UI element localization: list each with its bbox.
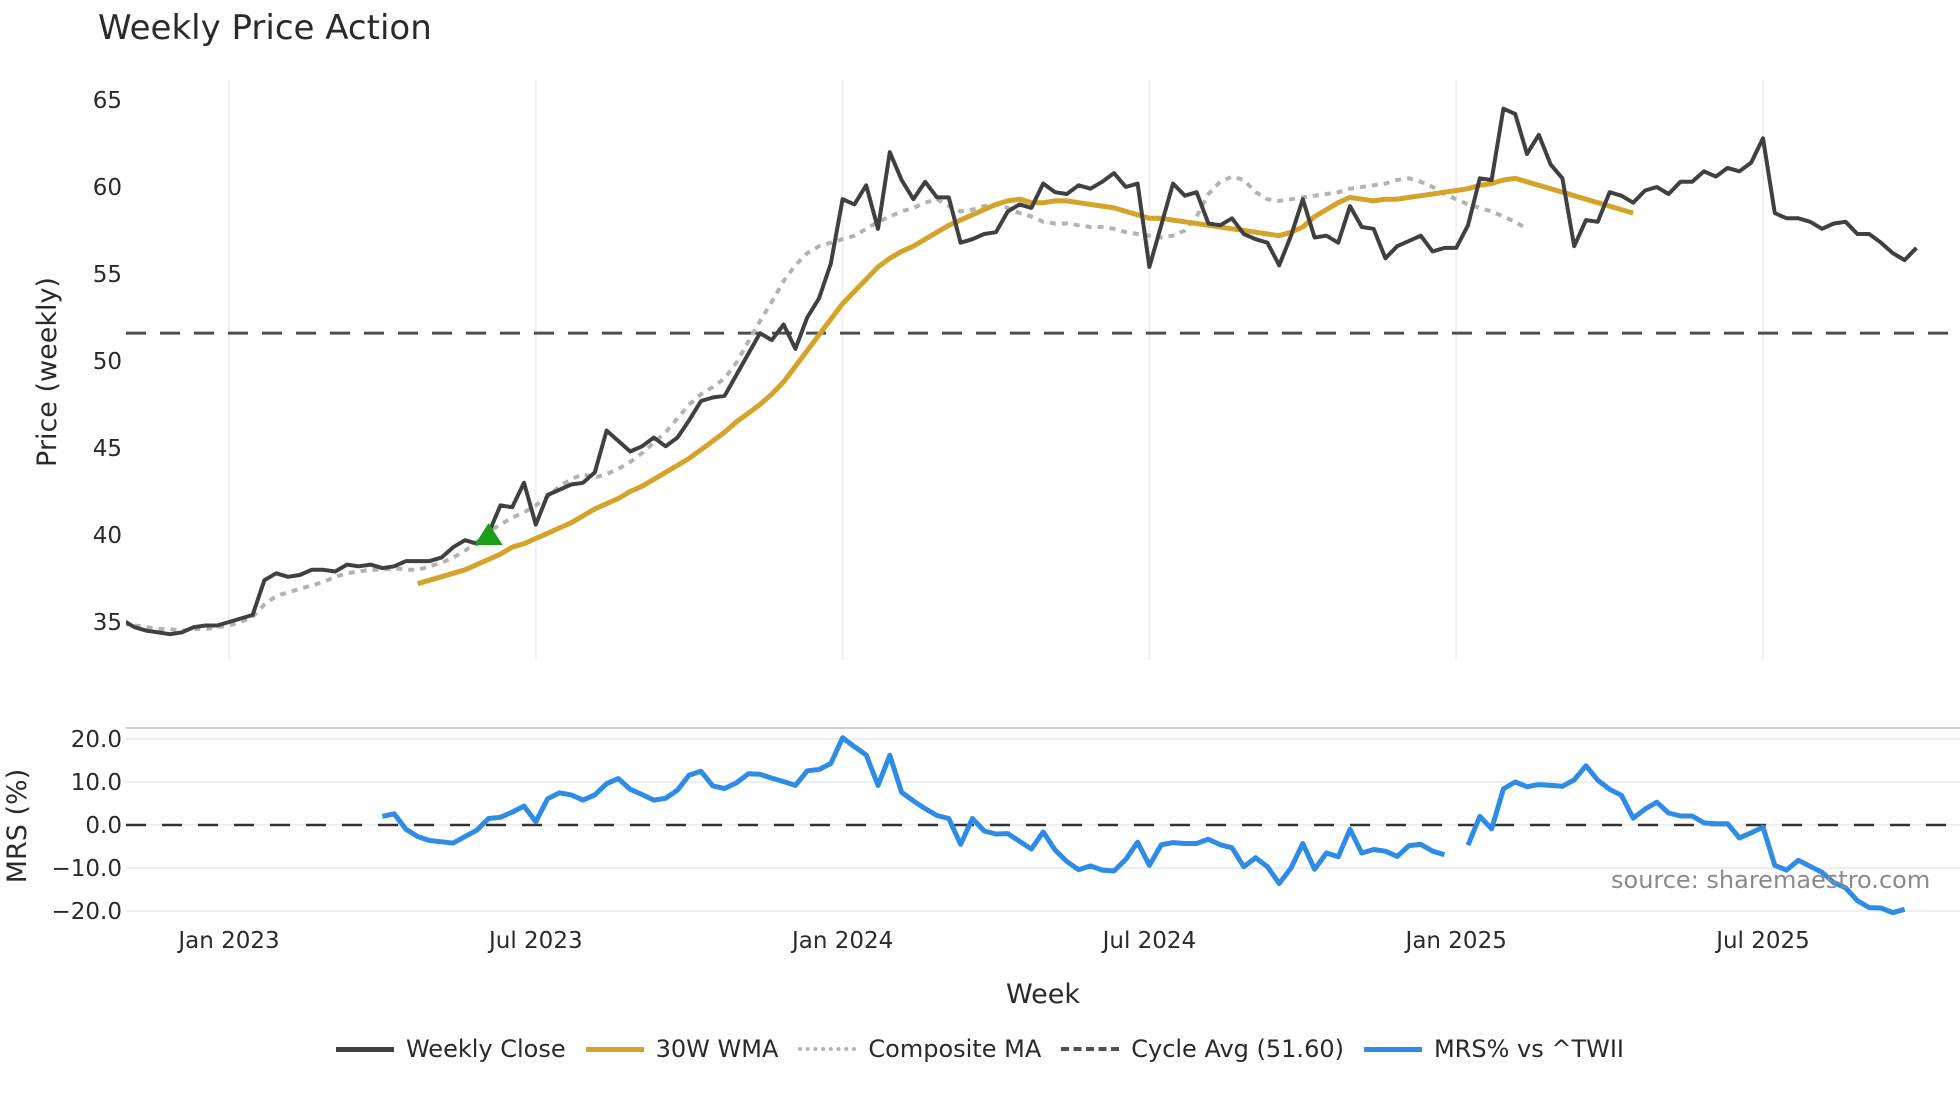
series-line bbox=[126, 174, 1529, 633]
legend-item-weekly-close[interactable]: Weekly Close bbox=[335, 1035, 566, 1063]
svg-text:40: 40 bbox=[93, 523, 122, 549]
svg-text:Jan 2025: Jan 2025 bbox=[1404, 928, 1507, 954]
svg-text:0.0: 0.0 bbox=[85, 813, 122, 839]
mrs-axis-ticks: 20.0 10.0 0.0 −10.0 −20.0 bbox=[52, 727, 122, 925]
solid-line-swatch-icon bbox=[335, 1046, 394, 1052]
svg-text:50: 50 bbox=[93, 349, 122, 375]
svg-text:Jan 2024: Jan 2024 bbox=[790, 928, 893, 954]
svg-text:Jul 2025: Jul 2025 bbox=[1714, 928, 1810, 954]
svg-text:Jul 2024: Jul 2024 bbox=[1101, 928, 1197, 954]
solid-line-swatch-icon bbox=[585, 1046, 644, 1052]
solid-line-swatch-icon bbox=[1363, 1046, 1422, 1052]
price-gridlines bbox=[228, 80, 1764, 660]
legend-label: 30W WMA bbox=[655, 1035, 779, 1063]
price-axis-ticks: 35 40 45 50 55 60 65 bbox=[93, 88, 122, 636]
price-series bbox=[126, 106, 1960, 637]
legend-item-mrs[interactable]: MRS% vs ^TWII bbox=[1363, 1035, 1625, 1063]
series-line bbox=[417, 175, 1634, 587]
dotted-line-swatch-icon bbox=[798, 1047, 857, 1051]
svg-text:65: 65 bbox=[93, 88, 122, 114]
x-axis-label: Week bbox=[1006, 979, 1080, 1010]
x-axis-ticks: Jan 2023 Jul 2023 Jan 2024 Jul 2024 Jan 2025… bbox=[176, 928, 1809, 954]
mrs-axis-label: MRS (%) bbox=[2, 769, 33, 884]
legend-label: Composite MA bbox=[868, 1035, 1042, 1063]
legend-item-cycle-avg[interactable]: Cycle Avg (51.60) bbox=[1061, 1035, 1344, 1063]
svg-text:10.0: 10.0 bbox=[71, 770, 122, 796]
legend-item-30w-wma[interactable]: 30W WMA bbox=[585, 1035, 779, 1063]
source-annotation: source: sharemaestro.com bbox=[1611, 866, 1931, 894]
svg-text:45: 45 bbox=[93, 436, 122, 462]
svg-text:20.0: 20.0 bbox=[71, 727, 122, 753]
svg-text:−10.0: −10.0 bbox=[52, 856, 122, 882]
legend-label: Weekly Close bbox=[405, 1035, 566, 1063]
svg-text:35: 35 bbox=[93, 610, 122, 636]
svg-text:55: 55 bbox=[93, 262, 122, 288]
svg-text:−20.0: −20.0 bbox=[52, 899, 122, 925]
dashed-line-swatch-icon bbox=[1061, 1047, 1120, 1051]
svg-text:60: 60 bbox=[93, 175, 122, 201]
legend-item-composite-ma[interactable]: Composite MA bbox=[798, 1035, 1041, 1063]
price-axis-label: Price (weekly) bbox=[32, 277, 63, 467]
legend-label: Cycle Avg (51.60) bbox=[1131, 1035, 1344, 1063]
series-line bbox=[126, 106, 1918, 637]
legend: Weekly Close 30W WMA Composite MA Cycle … bbox=[0, 1035, 1960, 1063]
mrs-series bbox=[126, 735, 1960, 916]
svg-text:Jul 2023: Jul 2023 bbox=[487, 928, 583, 954]
svg-text:Jan 2023: Jan 2023 bbox=[176, 928, 279, 954]
legend-label: MRS% vs ^TWII bbox=[1433, 1035, 1625, 1063]
chart-title: Weekly Price Action bbox=[98, 8, 432, 48]
